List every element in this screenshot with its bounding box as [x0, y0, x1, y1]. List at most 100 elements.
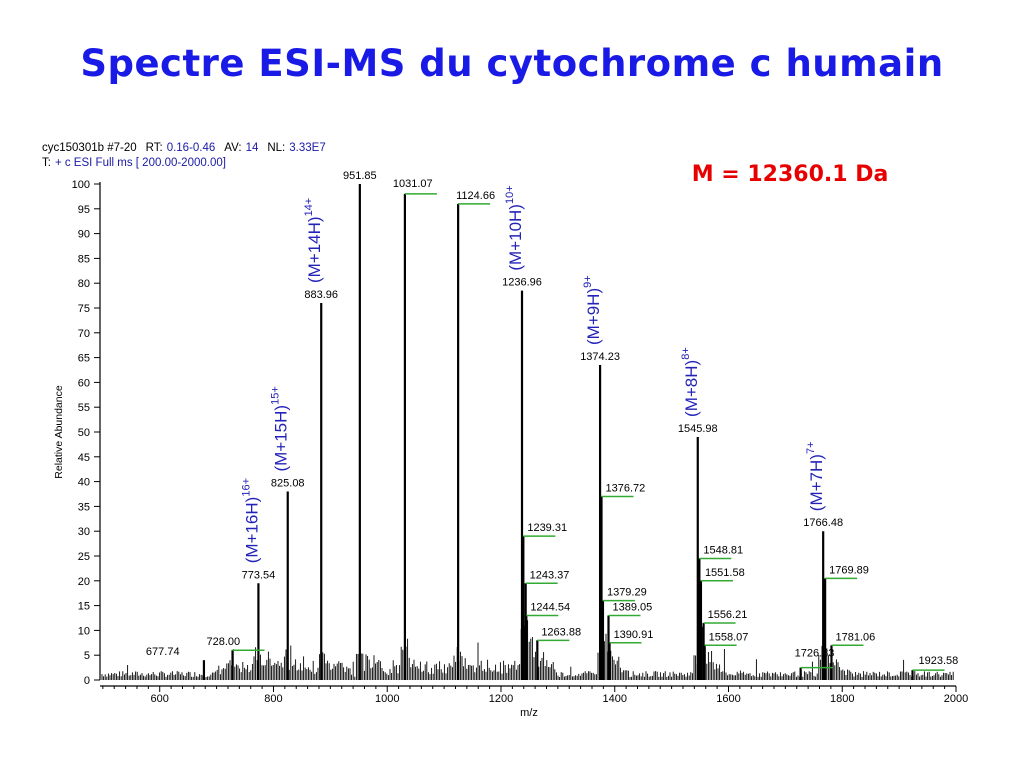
peak-label: 728.00 — [207, 636, 241, 648]
scan-header-line2: T: + c ESI Full ms [ 200.00-2000.00] — [42, 157, 226, 169]
y-tick-label: 100 — [72, 179, 90, 191]
y-tick-label: 15 — [78, 601, 90, 613]
y-axis-label: Relative Abundance — [53, 385, 65, 479]
baseline-noise — [101, 614, 954, 680]
scan-header-field: 0.16-0.46 — [167, 142, 216, 154]
y-tick-label: 55 — [78, 402, 90, 414]
ion-formula: (M+16H) — [242, 497, 261, 564]
peak-bars — [202, 184, 914, 680]
peak-label: 677.74 — [146, 646, 180, 658]
scan-header-field: 3.33E7 — [289, 142, 325, 154]
peak-label: 1726.83 — [795, 648, 835, 660]
y-tick-label: 95 — [78, 204, 90, 216]
y-tick-label: 70 — [78, 328, 90, 340]
charge-state-label: (M+16H)16+ — [240, 478, 261, 563]
scan-header-field: RT: — [146, 142, 163, 154]
charge-state-label: (M+8H)8+ — [680, 347, 701, 417]
axes: 0 5 10 15 20 25 30 35 40 45 50 55 60 65 70 75 80 85 90 95 10… — [72, 179, 969, 705]
y-tick-label: 35 — [78, 501, 90, 513]
ion-charge: 8+ — [680, 347, 692, 360]
peak-label: 1239.31 — [527, 522, 567, 534]
ion-charge: 14+ — [303, 198, 315, 217]
peak-label: 1124.66 — [456, 190, 495, 202]
scan-header-field: T: — [42, 157, 51, 169]
y-tick-label: 50 — [78, 427, 90, 439]
y-tick-label: 0 — [84, 675, 90, 687]
x-tick-label: 1600 — [716, 693, 740, 705]
ion-charge: 16+ — [240, 478, 252, 497]
y-tick-label: 45 — [78, 452, 90, 464]
peak-label: 1031.07 — [393, 178, 433, 190]
y-tick-label: 85 — [78, 253, 90, 265]
peak-label: 1545.98 — [678, 423, 718, 435]
y-tick-label: 80 — [78, 278, 90, 290]
peak-label: 1374.23 — [580, 351, 620, 363]
y-tick-label: 65 — [78, 353, 90, 365]
scan-header-line1: cyc150301b #7-20 RT: 0.16-0.46 AV: 14 NL: 3.33… — [42, 142, 326, 154]
slide-title: Spectre ESI-MS du cytochrome c humain — [80, 42, 944, 85]
y-tick-label: 25 — [78, 551, 90, 563]
y-tick-label: 40 — [78, 477, 90, 489]
peak-label: 1389.05 — [613, 602, 653, 614]
y-tick-label: 20 — [78, 576, 90, 588]
scan-header-field: 14 — [246, 142, 259, 154]
x-tick-label: 1800 — [830, 693, 854, 705]
charge-state-labels: (M+16H)16+ (M+15H)15+ (M+14H)14+ (M+10H)10+… — [240, 185, 826, 563]
peak-label: 1243.37 — [530, 569, 570, 581]
x-tick-label: 1400 — [602, 693, 626, 705]
ion-formula: (M+9H) — [584, 288, 603, 345]
y-tick-label: 30 — [78, 526, 90, 538]
y-tick-label: 60 — [78, 377, 90, 389]
peak-label: 951.85 — [343, 170, 377, 182]
ion-formula: (M+7H) — [807, 454, 826, 511]
y-tick-label: 90 — [78, 229, 90, 241]
y-tick-label: 10 — [78, 625, 90, 637]
peak-label: 1376.72 — [605, 482, 645, 494]
peak-label: 1548.81 — [703, 544, 743, 556]
peak-label: 1263.88 — [541, 626, 581, 638]
x-tick-label: 600 — [151, 693, 169, 705]
peak-label: 1769.89 — [829, 564, 869, 576]
peak-label: 1379.29 — [607, 587, 647, 599]
molecular-mass-label: M = 12360.1 Da — [692, 162, 889, 187]
ion-charge: 9+ — [582, 275, 594, 288]
peak-label: 1556.21 — [708, 609, 748, 621]
peak-label: 883.96 — [304, 289, 338, 301]
x-axis-label: m/z — [520, 707, 538, 719]
peak-markers — [232, 193, 945, 671]
peak-label: 1551.58 — [705, 567, 745, 579]
y-tick-label: 5 — [84, 650, 90, 662]
ion-formula: (M+8H) — [682, 360, 701, 417]
peak-label: 1558.07 — [709, 631, 749, 643]
peak-label: 1390.91 — [614, 629, 654, 641]
peak-labels: 677.74 728.00 773.54 825.08 883.96 951.85 1031… — [146, 170, 958, 667]
scan-header-field: + c ESI Full ms [ 200.00-2000.00] — [55, 157, 226, 169]
peak-label: 1923.58 — [919, 655, 959, 667]
peak-label: 1236.96 — [502, 277, 542, 289]
charge-state-label: (M+15H)15+ — [270, 386, 291, 471]
peak-label: 1244.54 — [530, 602, 570, 614]
scan-header-field: cyc150301b #7-20 — [42, 142, 137, 154]
ion-formula: (M+15H) — [272, 405, 291, 472]
y-tick-label: 75 — [78, 303, 90, 315]
charge-state-label: (M+14H)14+ — [303, 198, 324, 283]
ion-charge: 15+ — [270, 386, 282, 405]
peak-label: 773.54 — [242, 569, 276, 581]
peak-label: 1781.06 — [835, 631, 875, 643]
x-tick-label: 2000 — [944, 693, 968, 705]
ion-formula: (M+10H) — [506, 204, 525, 271]
x-tick-label: 800 — [264, 693, 282, 705]
charge-state-label: (M+10H)10+ — [504, 185, 525, 270]
peak-label: 1766.48 — [803, 517, 843, 529]
scan-header-field: NL: — [267, 142, 285, 154]
x-tick-label: 1200 — [489, 693, 513, 705]
ion-formula: (M+14H) — [305, 216, 324, 283]
peak-label: 825.08 — [271, 478, 305, 490]
noise-trace — [101, 614, 954, 680]
ion-charge: 10+ — [504, 185, 516, 204]
x-tick-label: 1000 — [375, 693, 399, 705]
charge-state-label: (M+9H)9+ — [582, 275, 603, 345]
scan-header-field: AV: — [224, 142, 241, 154]
ion-charge: 7+ — [805, 441, 817, 454]
